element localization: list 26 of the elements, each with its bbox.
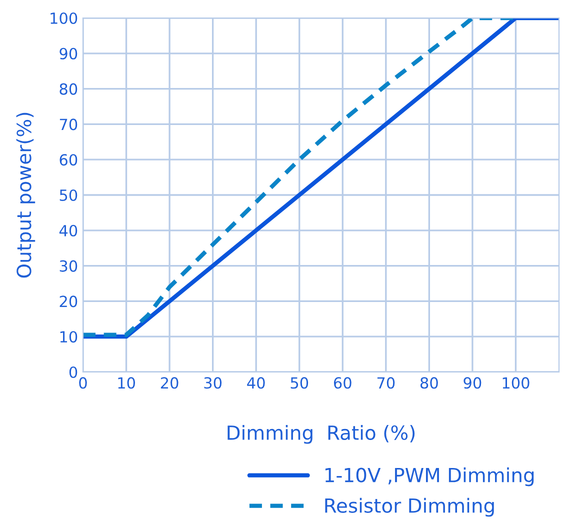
y-tick-label: 40 bbox=[59, 224, 78, 236]
y-tick-label: 30 bbox=[60, 260, 78, 272]
y-tick-label: 0 bbox=[69, 366, 78, 378]
x-tick-label: 80 bbox=[420, 377, 438, 389]
legend-label: 1-10V ,PWM Dimming bbox=[325, 467, 534, 486]
y-tick-label: 50 bbox=[60, 189, 78, 202]
y-tick-label: 60 bbox=[60, 154, 78, 166]
y-tick-label: 10 bbox=[60, 331, 78, 343]
legend-label: Resistor Dimming bbox=[325, 498, 494, 517]
x-tick-label: 20 bbox=[160, 377, 178, 389]
x-tick-label: 40 bbox=[247, 377, 265, 389]
x-tick-label: 30 bbox=[204, 377, 222, 389]
y-tick-label: 70 bbox=[60, 118, 78, 130]
y-tick-label: 100 bbox=[50, 12, 78, 24]
x-tick-label: 10 bbox=[118, 377, 135, 389]
x-tick-label: 0 bbox=[79, 377, 87, 389]
y-tick-label: 20 bbox=[60, 296, 78, 308]
y-tick-label: 80 bbox=[60, 83, 78, 95]
x-tick-label: 70 bbox=[377, 377, 395, 389]
y-axis-title: Output power(%) bbox=[16, 112, 36, 278]
x-tick-label: 100 bbox=[502, 377, 530, 389]
y-tick-label: 90 bbox=[60, 48, 78, 60]
x-tick-label: 90 bbox=[464, 377, 482, 389]
x-axis-title: Dimming Ratio (%) bbox=[228, 424, 415, 444]
x-tick-label: 60 bbox=[334, 377, 352, 389]
x-tick-label: 50 bbox=[290, 377, 308, 389]
